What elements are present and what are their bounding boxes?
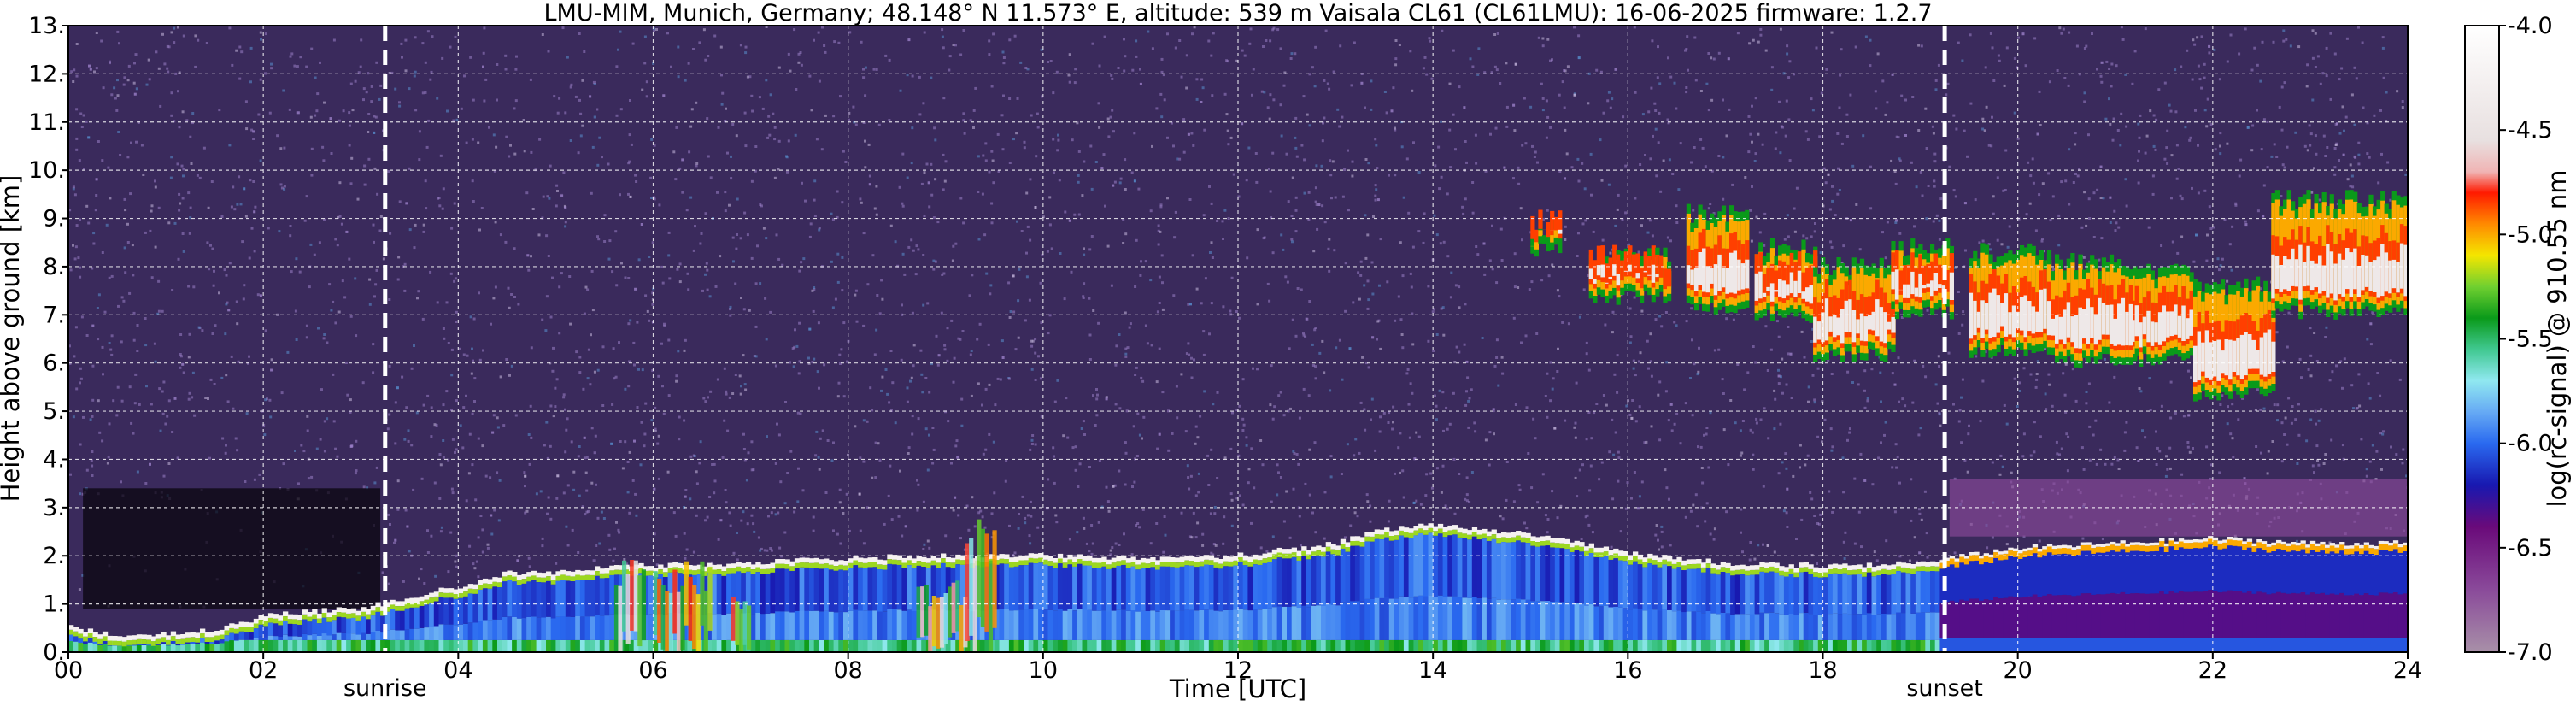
cirrus-cloud [1891, 238, 1954, 320]
y-tick-label: 5. [43, 398, 65, 425]
cirrus-clouds [1530, 190, 2408, 402]
grid-lines [68, 26, 2408, 652]
cirrus-cloud [1969, 243, 2052, 358]
colorbar-label: log(rc-signal) @ 910.55 nm [2543, 169, 2572, 507]
x-tick-label: 18 [1808, 657, 1837, 684]
cirrus-cloud [1686, 203, 1750, 315]
cirrus-cloud [2046, 253, 2138, 368]
cirrus-cloud [1588, 244, 1672, 305]
chart-title: LMU-MIM, Munich, Germany; 48.148° N 11.5… [543, 0, 1932, 26]
x-tick-label: 10 [1029, 657, 1058, 684]
x-tick-label: 16 [1613, 657, 1642, 684]
cirrus-cloud [2271, 190, 2408, 320]
cirrus-cloud [1754, 238, 1818, 323]
y-tick-label: 6. [43, 350, 65, 377]
sunrise-label: sunrise [343, 675, 427, 702]
x-tick-label: 24 [2393, 657, 2422, 684]
x-tick-label: 20 [2003, 657, 2032, 684]
y-axis-label: Height above ground [km] [0, 175, 25, 503]
colorbar-tick-label: -5.0 [2508, 221, 2553, 248]
x-tick-label: 00 [54, 657, 83, 684]
sunset-label: sunset [1906, 675, 1983, 702]
colorbar-tick-label: -4.5 [2508, 117, 2553, 144]
colorbar-tick-label: -6.5 [2508, 535, 2553, 562]
y-tick-label: 0. [43, 639, 65, 666]
y-axis: 0. 1. 2. 3. 4. 5. 6. 7. 8. 9. 10. 11. 12. 13. [28, 13, 68, 666]
event-lines: sunrise sunset [343, 26, 1983, 702]
x-tick-label: 04 [443, 657, 472, 684]
night-clear-region [83, 488, 381, 609]
colorbar-ticks: -4.0 -4.5 -5.0 -5.5 -6.0 -6.5 -7.0 [2499, 13, 2553, 666]
y-tick-label: 12. [28, 61, 65, 87]
backscatter-heatmap [68, 26, 2408, 652]
colorbar: -4.0 -4.5 -5.0 -5.5 -6.0 -6.5 -7.0 log(rc-sign… [2464, 13, 2572, 666]
x-tick-label: 14 [1418, 657, 1447, 684]
cirrus-cloud [2134, 263, 2198, 367]
y-tick-label: 2. [43, 543, 65, 569]
y-tick-label: 10. [28, 157, 65, 184]
y-tick-label: 8. [43, 254, 65, 280]
cirrus-cloud [1813, 257, 1896, 362]
x-axis: 00 02 04 06 08 10 12 14 16 18 20 22 24 [54, 652, 2422, 684]
colorbar-tick-label: -6.0 [2508, 431, 2553, 457]
aerosol-plumes [613, 519, 997, 652]
y-tick-label: 13. [28, 13, 65, 39]
y-tick-label: 11. [28, 109, 65, 136]
y-tick-label: 3. [43, 495, 65, 521]
x-tick-label: 02 [249, 657, 278, 684]
x-tick-label: 22 [2198, 657, 2227, 684]
colorbar-tick-label: -4.0 [2508, 13, 2553, 39]
cirrus-cloud [2193, 276, 2276, 402]
cirrus-cloud [1530, 209, 1563, 257]
y-tick-label: 1. [43, 591, 65, 618]
y-tick-label: 7. [43, 302, 65, 328]
colorbar-gradient [2464, 25, 2500, 653]
y-tick-label: 9. [43, 206, 65, 232]
y-tick-label: 4. [43, 446, 65, 473]
colorbar-tick-label: -5.5 [2508, 327, 2553, 353]
colorbar-tick-label: -7.0 [2508, 639, 2553, 666]
x-tick-label: 06 [638, 657, 667, 684]
x-tick-label: 08 [833, 657, 862, 684]
x-tick-label: 12 [1223, 657, 1253, 684]
x-axis-label: Time [UTC] [1169, 674, 1306, 703]
